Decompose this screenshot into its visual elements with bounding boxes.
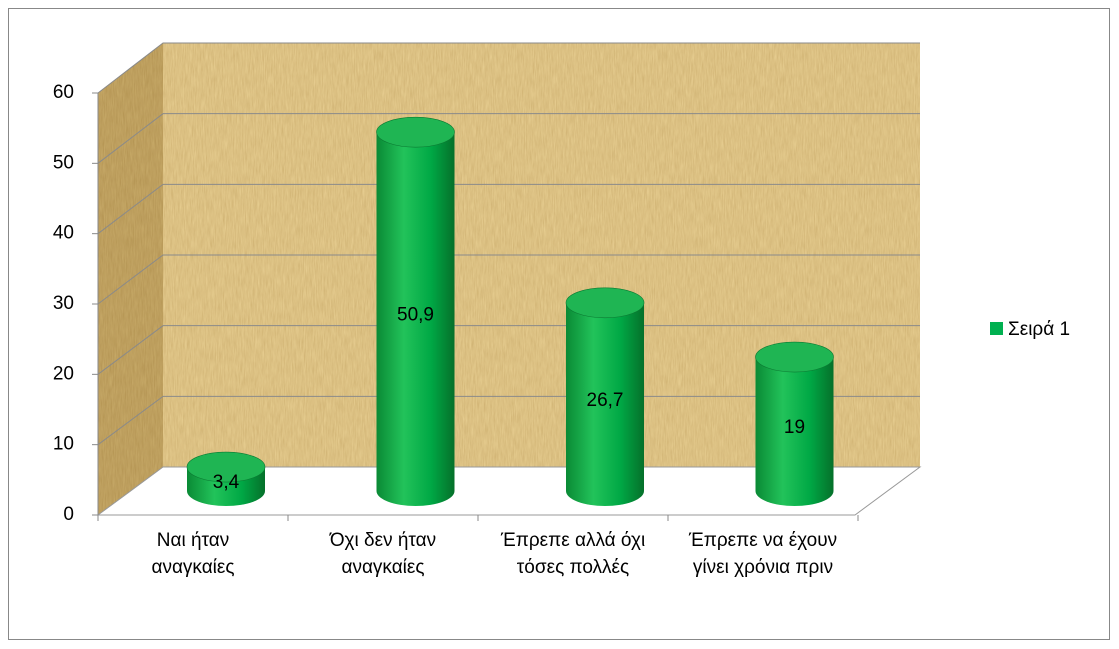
grid-line: [97, 183, 920, 235]
cylinder-top: [376, 116, 455, 148]
y-tick-label: 0: [63, 504, 74, 525]
y-tick-label: 50: [53, 152, 74, 173]
grid-line: [97, 113, 920, 164]
x-tick-label: Έπρεπε να έχουν γίνει χρόνια πριν: [688, 530, 838, 578]
cylinder: [755, 357, 834, 506]
x-tick-label: Έπρεπε αλλά όχι τόσες πολλές: [500, 530, 646, 578]
cylinder-top: [565, 287, 645, 319]
cylinder-top: [186, 451, 266, 483]
data-label: 3,4: [213, 472, 240, 493]
grid-line: [97, 254, 920, 305]
data-label: 19: [784, 417, 805, 438]
x-tick-label: Ναι ήταν αναγκαίες: [151, 530, 235, 578]
floor: [96, 466, 922, 516]
grid-line: [97, 42, 920, 94]
data-label: 50,9: [397, 305, 434, 326]
cylinder: [376, 132, 455, 506]
y-tick-label: 20: [53, 363, 74, 384]
grid-line: [97, 395, 920, 446]
y-tick-label: 10: [53, 434, 74, 455]
data-label: 26,7: [587, 390, 624, 411]
y-tick-label: 40: [53, 223, 74, 244]
grid-line: [97, 325, 920, 375]
legend-swatch: [990, 322, 1003, 335]
x-tick-label: Όχι δεν ήταν αναγκαίες: [329, 530, 437, 578]
y-tick-label: 30: [53, 293, 74, 314]
cylinder: [566, 302, 644, 506]
cylinder-top: [755, 341, 834, 373]
legend-label: Σειρά 1: [1008, 319, 1070, 340]
y-tick-label: 60: [53, 82, 74, 103]
